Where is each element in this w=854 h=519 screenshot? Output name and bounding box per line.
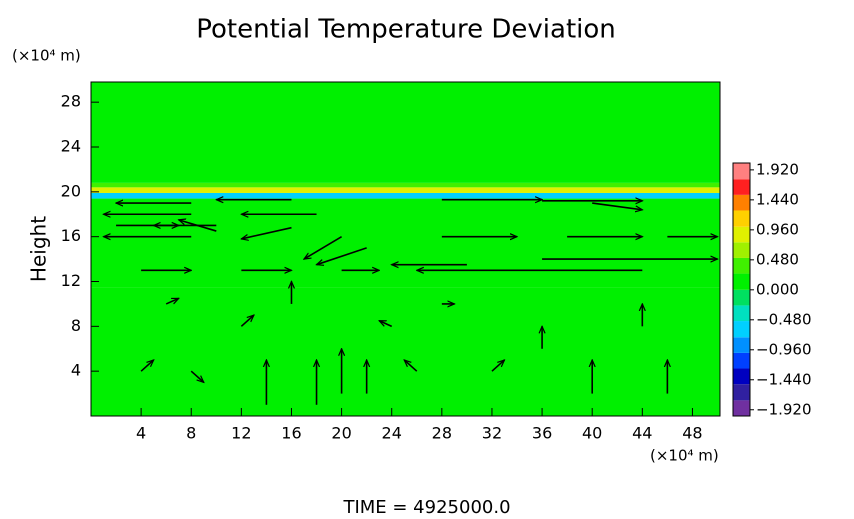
field-band — [91, 182, 720, 188]
plot-frame — [90, 81, 721, 417]
colorbar-tick-label: 0.000 — [756, 280, 799, 298]
vector-arrow — [190, 370, 204, 382]
vector-arrow — [404, 360, 418, 372]
x-tick-label: 12 — [231, 424, 251, 443]
colorbar-tick-label: 1.920 — [756, 160, 799, 178]
vector-arrow — [179, 220, 217, 232]
x-tick-label: 20 — [331, 424, 351, 443]
x-tick-label: 16 — [281, 424, 301, 443]
y-tick-label: 28 — [61, 92, 81, 111]
y-axis-label: Height — [27, 216, 51, 282]
x-tick-label: 44 — [632, 424, 652, 443]
vector-arrow — [140, 360, 154, 372]
field-band — [91, 281, 720, 288]
y-unit: (×10⁴ m) — [12, 47, 81, 65]
x-tick-label: 28 — [432, 424, 452, 443]
colorbar-swatch — [733, 289, 750, 306]
colorbar-swatch — [733, 194, 750, 211]
colorbar-swatch — [733, 352, 750, 369]
colorbar-swatch — [733, 226, 750, 243]
field-band — [91, 192, 720, 199]
colorbar-tick-label: 0.960 — [756, 220, 799, 238]
x-tick-label: 40 — [582, 424, 602, 443]
colorbar-tick-label: −1.920 — [756, 400, 812, 418]
field-band — [91, 82, 720, 183]
y-tick-label: 24 — [61, 137, 81, 156]
vector-arrow — [317, 247, 367, 265]
colorbar-swatch — [733, 179, 750, 195]
colorbar-tick-label: 0.480 — [756, 250, 799, 268]
vector-arrow — [379, 320, 393, 328]
vector-arrow — [165, 297, 179, 305]
y-tick-label: 8 — [71, 316, 81, 335]
x-tick-label: 36 — [532, 424, 552, 443]
x-tick-label: 24 — [382, 424, 402, 443]
colorbar-swatch — [733, 257, 750, 274]
colorbar-swatch — [733, 368, 750, 385]
colorbar-swatch — [733, 305, 750, 322]
vector-arrow — [241, 226, 292, 239]
colorbar-swatch — [733, 337, 750, 353]
x-tick-label: 48 — [682, 424, 702, 443]
colorbar-tick-label: −1.440 — [756, 370, 812, 388]
colorbar-swatch — [733, 273, 750, 290]
vector-arrow — [592, 202, 642, 210]
colorbar-swatch — [733, 163, 750, 180]
y-tick-label: 4 — [71, 361, 81, 380]
field-band — [91, 187, 720, 193]
colorbar-swatch — [733, 242, 750, 258]
colorbar-tick-label: 1.440 — [756, 190, 799, 208]
x-tick-label: 32 — [482, 424, 502, 443]
field-band — [91, 287, 720, 416]
colorbar-tick-label: −0.960 — [756, 340, 812, 358]
vector-arrow — [491, 360, 505, 372]
vector-arrow — [304, 235, 343, 259]
y-tick-label: 16 — [61, 226, 81, 245]
colorbar-swatch — [733, 400, 750, 416]
chart-title: Potential Temperature Deviation — [196, 15, 616, 45]
vector-arrow — [240, 315, 254, 327]
footer: TIME = 4925000.0 — [342, 497, 510, 518]
colorbar-swatch — [733, 384, 750, 401]
colorbar-swatch — [733, 321, 750, 338]
colorbar-swatch — [733, 210, 750, 227]
x-unit: (×10⁴ m) — [650, 447, 719, 465]
x-tick-label: 4 — [136, 424, 146, 443]
field-band — [91, 198, 720, 282]
y-tick-label: 12 — [61, 271, 81, 290]
x-tick-label: 8 — [186, 424, 196, 443]
colorbar-tick-label: −0.480 — [756, 310, 812, 328]
y-tick-label: 20 — [61, 181, 81, 200]
